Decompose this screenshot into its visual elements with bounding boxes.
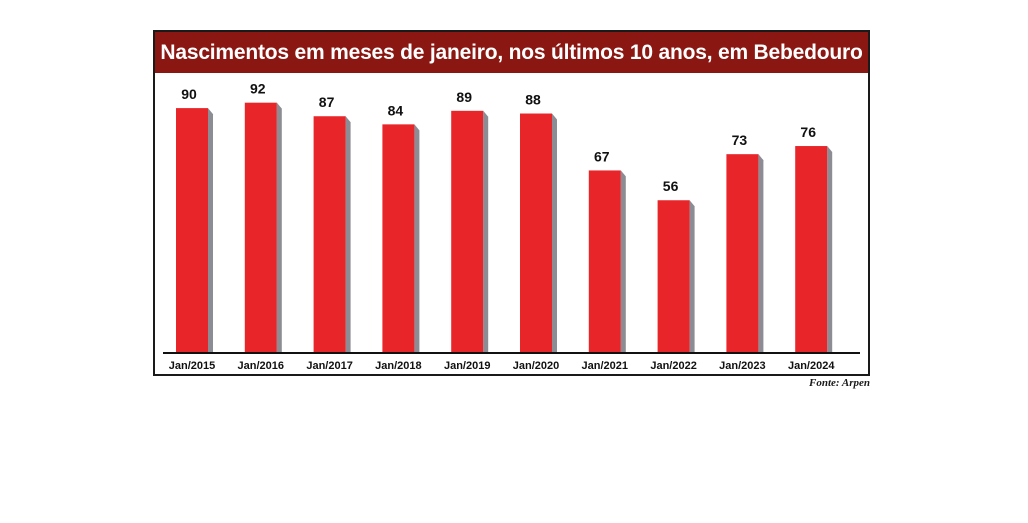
chart-title: Nascimentos em meses de janeiro, nos últ… xyxy=(155,32,868,73)
x-tick-label: Jan/2024 xyxy=(788,360,835,372)
bar xyxy=(176,108,208,352)
bar xyxy=(382,124,415,352)
bar xyxy=(588,170,621,352)
x-tick-label: Jan/2016 xyxy=(238,360,284,372)
data-label: 87 xyxy=(319,94,335,110)
bar xyxy=(657,200,690,352)
data-label: 67 xyxy=(594,148,610,164)
data-label: 56 xyxy=(663,178,679,194)
data-label: 89 xyxy=(456,89,472,105)
x-tick-label: Jan/2020 xyxy=(513,360,559,372)
x-tick-label: Jan/2019 xyxy=(444,360,490,372)
bar-shadow xyxy=(827,146,833,352)
bar-shadow xyxy=(483,110,489,352)
data-label: 90 xyxy=(181,86,197,102)
data-label: 84 xyxy=(388,102,404,118)
bar-shadow xyxy=(689,200,695,352)
source-note: Fonte: Arpen xyxy=(808,377,870,389)
x-tick-label: Jan/2022 xyxy=(650,360,696,372)
data-label: 76 xyxy=(800,124,816,140)
bar xyxy=(451,110,484,352)
x-tick-label: Jan/2015 xyxy=(169,360,215,372)
x-tick-label: Jan/2017 xyxy=(306,360,352,372)
x-tick-label: Jan/2023 xyxy=(719,360,765,372)
data-label: 73 xyxy=(732,132,748,148)
data-label: 92 xyxy=(250,81,266,97)
bar-shadow xyxy=(276,102,282,353)
bar xyxy=(795,146,828,352)
bar xyxy=(726,154,759,352)
bar xyxy=(313,116,346,352)
data-label: 88 xyxy=(525,92,541,108)
bar xyxy=(520,113,552,353)
x-tick-label: Jan/2018 xyxy=(375,360,421,372)
bar-shadow xyxy=(758,154,764,352)
bar xyxy=(244,102,277,353)
bar-shadow xyxy=(620,170,626,352)
bar-shadow xyxy=(552,113,557,353)
bar-shadow xyxy=(414,124,420,352)
bar-shadow xyxy=(208,108,213,352)
bar-shadow xyxy=(345,116,351,352)
x-tick-label: Jan/2021 xyxy=(582,360,628,372)
